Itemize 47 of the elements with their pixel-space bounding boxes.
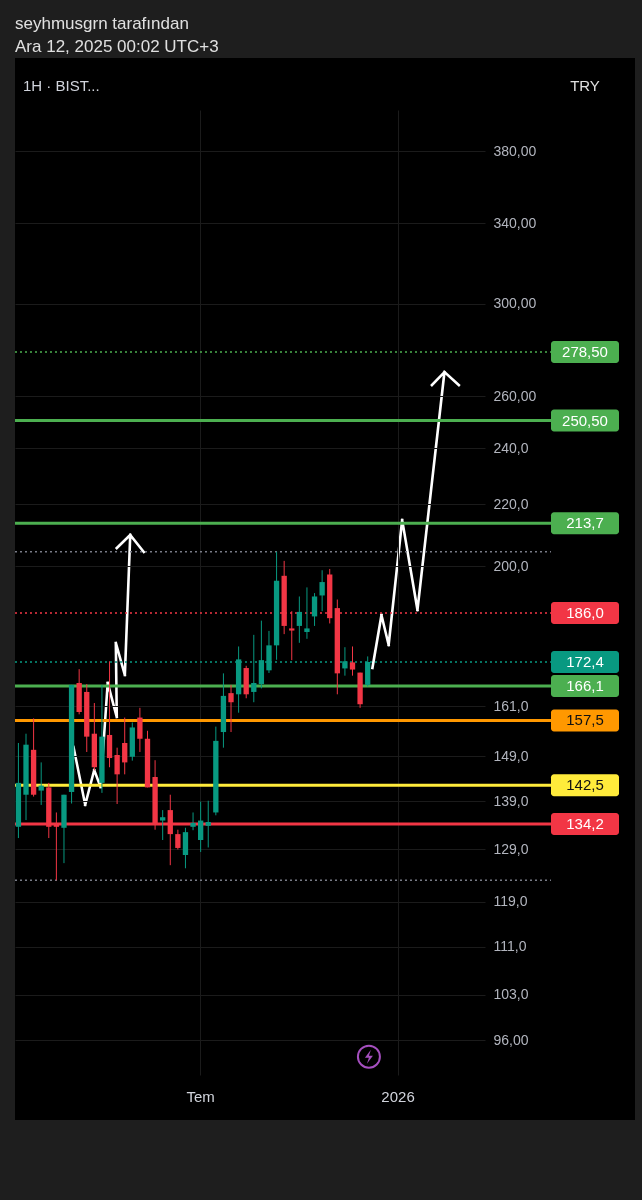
- ref-line-label: 278,50: [562, 343, 608, 361]
- y-tick-label: 96,00: [493, 1031, 529, 1048]
- text: seyhmusgrn tarafından: [15, 13, 190, 35]
- y-tick-label: 300,00: [493, 295, 537, 312]
- candlestick: [349, 645, 356, 677]
- ref-line-label: 134,2: [566, 814, 604, 832]
- candlestick: [296, 595, 303, 644]
- ref-line-label: 142,5: [566, 776, 604, 794]
- y-tick-label: 149,0: [493, 747, 529, 764]
- candlestick: [319, 569, 325, 612]
- chart-title: 1H · BIST...: [23, 77, 100, 94]
- y-axis-title: TRY: [570, 77, 600, 94]
- y-tick-label: 161,0: [493, 697, 529, 714]
- ref-line-label: 157,5: [566, 711, 604, 729]
- text: Ara 12, 2025 00:02 UTC+3: [15, 36, 219, 58]
- candlestick: [137, 707, 143, 753]
- candlestick: [205, 800, 211, 848]
- candlestick: [175, 829, 181, 850]
- y-tick-label: 380,00: [493, 142, 537, 159]
- ref-line-label: 186,0: [566, 603, 604, 621]
- candlestick: [122, 717, 128, 775]
- candlestick: [197, 801, 204, 853]
- y-tick-label: 240,0: [493, 439, 529, 456]
- y-tick-label: 340,00: [493, 214, 537, 231]
- candlestick: [311, 592, 318, 627]
- candlestick: [114, 747, 120, 805]
- ref-line-label: 166,1: [566, 677, 604, 695]
- candlestick: [160, 809, 166, 841]
- x-tick-label: 2026: [381, 1087, 415, 1105]
- y-tick-label: 111,0: [493, 938, 527, 955]
- ref-line-label: 213,7: [566, 514, 604, 532]
- y-tick-label: 119,0: [493, 893, 528, 910]
- y-tick-label: 103,0: [493, 986, 529, 1003]
- y-tick-label: 260,00: [493, 387, 537, 404]
- candlestick: [304, 586, 310, 640]
- candlestick: [190, 811, 196, 831]
- y-tick-label: 129,0: [493, 840, 529, 857]
- candlestick: [106, 660, 113, 768]
- x-tick-label: Tem: [186, 1087, 215, 1105]
- candlestick: [228, 684, 234, 733]
- y-tick-label: 139,0: [493, 792, 529, 809]
- y-tick-label: 200,0: [493, 557, 529, 574]
- ref-line-label: 172,4: [566, 653, 604, 671]
- candlestick: [38, 761, 44, 806]
- ref-line-label: 250,50: [562, 411, 608, 429]
- y-tick-label: 220,0: [493, 495, 529, 512]
- candlestick: [182, 827, 189, 869]
